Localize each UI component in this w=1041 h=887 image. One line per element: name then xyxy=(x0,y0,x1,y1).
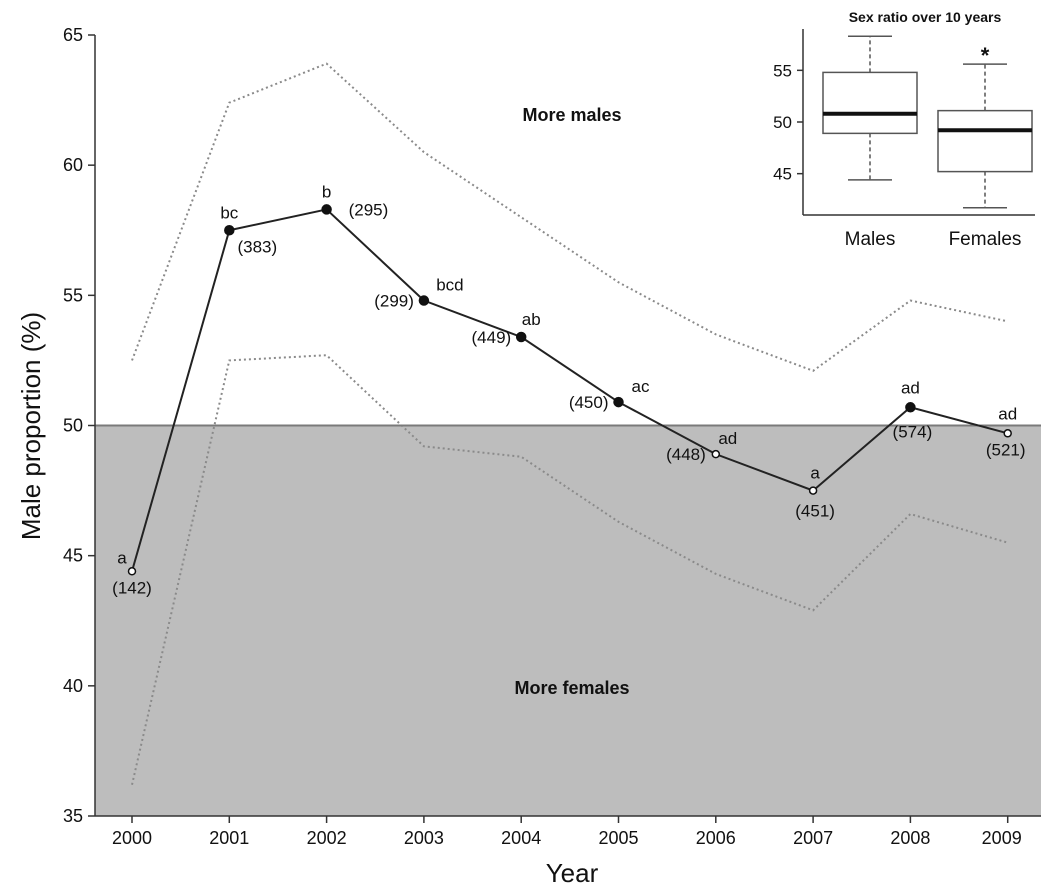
sample-size-label: (521) xyxy=(986,440,1026,459)
more-females-region xyxy=(95,425,1041,816)
inset-boxplot: Sex ratio over 10 years 45 50 55 Males * Fema… xyxy=(773,9,1035,250)
inset-plot-area: 45 50 55 Males * Females xyxy=(773,29,1035,250)
significance-letter: ab xyxy=(522,310,541,329)
x-tick-label: 2000 xyxy=(112,828,152,848)
x-tick-label: 2002 xyxy=(307,828,347,848)
y-tick-label: 40 xyxy=(63,676,83,696)
sample-size-label: (448) xyxy=(666,445,706,464)
x-tick-label: 2003 xyxy=(404,828,444,848)
confidence-bounds xyxy=(131,62,1008,785)
data-point xyxy=(1003,429,1012,438)
data-point xyxy=(905,402,916,413)
x-tick-label: 2009 xyxy=(982,828,1022,848)
sample-size-label: (574) xyxy=(893,422,933,441)
more-females-label: More females xyxy=(514,678,629,698)
x-axis-title: Year xyxy=(546,858,599,887)
more-males-label: More males xyxy=(522,105,621,125)
upper-bound-line xyxy=(131,62,1008,372)
significance-letter: a xyxy=(810,464,820,483)
inset-category-label: Females xyxy=(949,229,1022,250)
axes: 35 40 45 50 55 60 65 2000 2001 2002 2003 2004 2005 20… xyxy=(63,25,1041,848)
x-tick-label: 2001 xyxy=(209,828,249,848)
significance-letter: ac xyxy=(632,377,650,396)
series-line xyxy=(131,208,1008,572)
data-point xyxy=(127,567,137,576)
data-point xyxy=(613,396,624,408)
sample-size-label: (383) xyxy=(237,237,277,256)
significance-letter: a xyxy=(117,548,127,567)
data-point xyxy=(224,225,235,236)
x-tick-label: 2004 xyxy=(501,828,541,848)
y-tick-label: 60 xyxy=(63,155,83,175)
box-females: * Females xyxy=(937,43,1033,250)
data-point xyxy=(418,295,430,306)
sample-size-label: (449) xyxy=(472,328,512,347)
box-iqr xyxy=(937,109,1033,173)
significance-letter: bc xyxy=(220,203,238,222)
inset-title: Sex ratio over 10 years xyxy=(849,9,1002,25)
sample-size-label: (295) xyxy=(349,200,389,219)
inset-y-tick-label: 45 xyxy=(773,165,792,184)
y-tick-label: 50 xyxy=(63,416,83,436)
y-axis-title: Male proportion (%) xyxy=(16,312,46,540)
significance-letter: ad xyxy=(901,378,920,397)
box-iqr xyxy=(822,71,918,135)
data-point xyxy=(321,204,332,215)
inset-y-tick-label: 55 xyxy=(773,61,792,80)
y-tick-label: 35 xyxy=(63,806,83,826)
sample-size-label: (142) xyxy=(112,578,152,597)
sample-size-label: (451) xyxy=(795,502,835,521)
x-tick-label: 2007 xyxy=(793,828,833,848)
sample-size-label: (450) xyxy=(569,393,609,412)
male-proportion-series: a (142) bc (383) b (295) bcd (299) ab (449) ac (450… xyxy=(112,182,1025,597)
x-tick-label: 2006 xyxy=(696,828,736,848)
data-point xyxy=(711,449,721,459)
significance-letter: bcd xyxy=(436,276,463,295)
box-males: Males xyxy=(822,35,918,250)
significance-marker: * xyxy=(981,43,990,68)
data-point xyxy=(808,486,818,495)
x-tick-label: 2008 xyxy=(890,828,930,848)
inset-y-tick-label: 50 xyxy=(773,113,792,132)
significance-letter: b xyxy=(322,182,331,201)
data-point xyxy=(515,331,527,343)
significance-letter: ad xyxy=(998,404,1017,423)
significance-letter: ad xyxy=(718,429,737,448)
sample-size-label: (299) xyxy=(374,292,414,311)
y-tick-label: 55 xyxy=(63,285,83,305)
x-tick-label: 2005 xyxy=(598,828,638,848)
y-tick-label: 45 xyxy=(63,546,83,566)
y-tick-label: 65 xyxy=(63,25,83,45)
inset-category-label: Males xyxy=(845,229,896,250)
